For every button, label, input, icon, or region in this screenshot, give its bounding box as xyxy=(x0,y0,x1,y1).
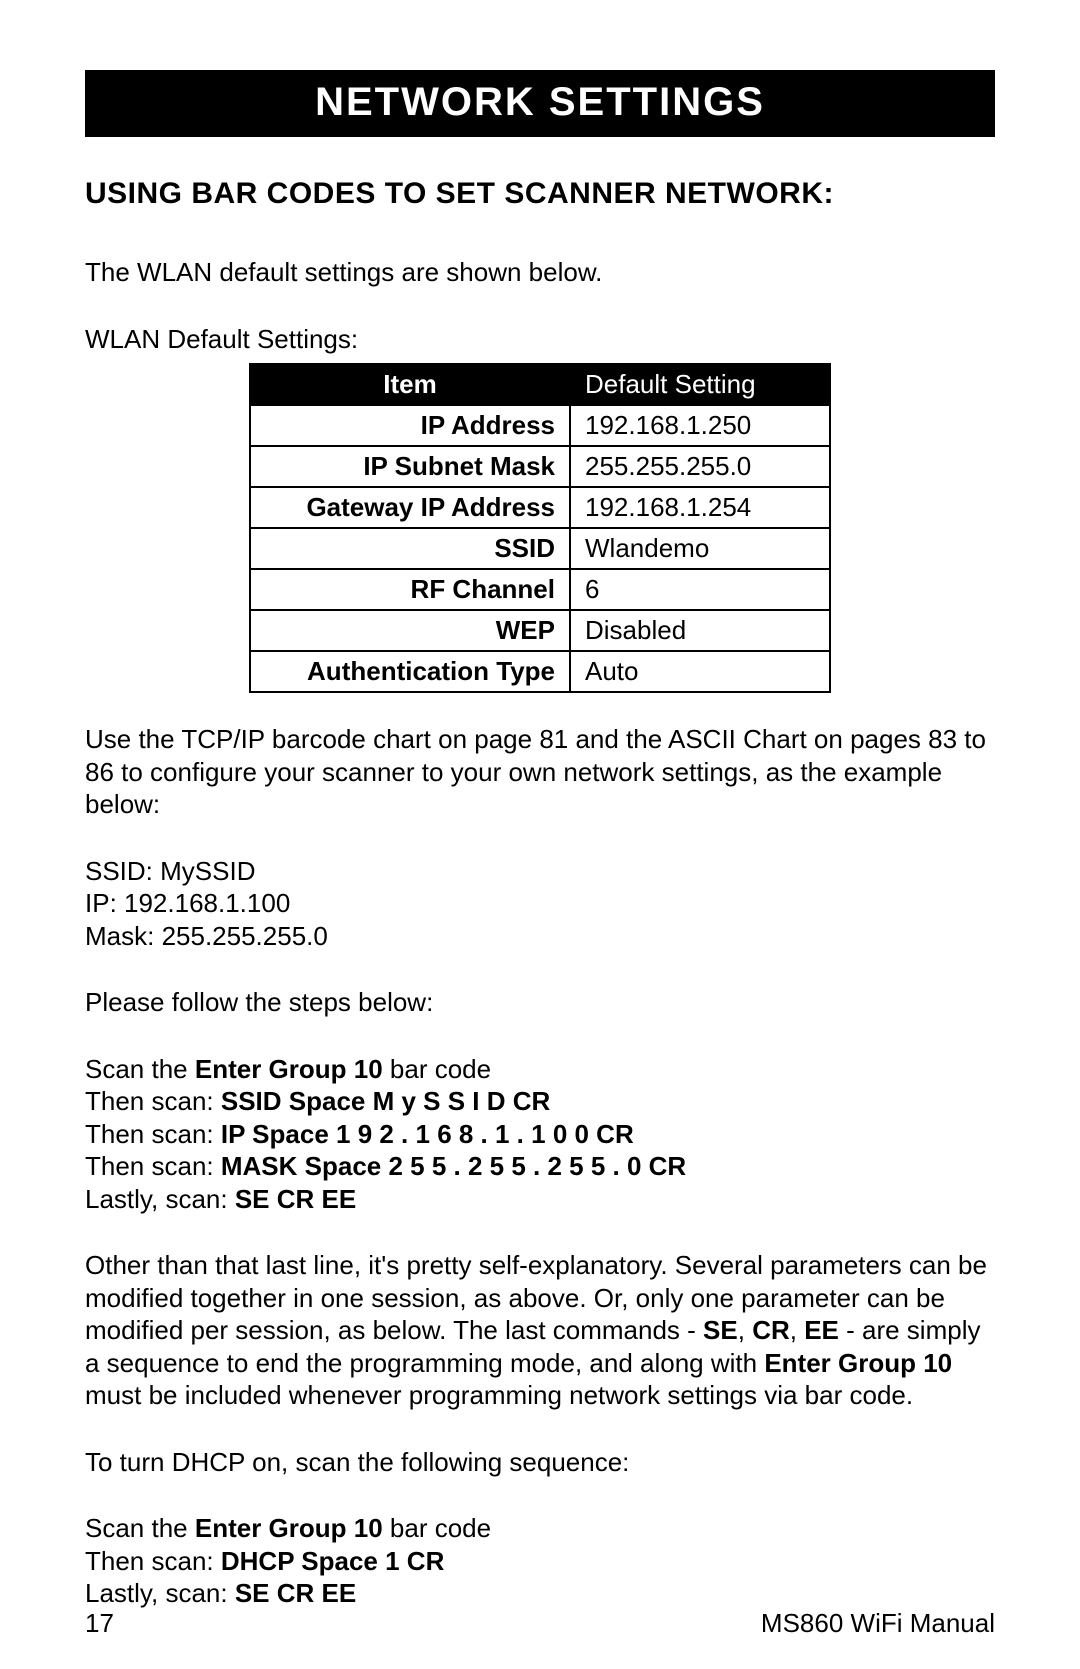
other-than-para: Other than that last line, it's pretty s… xyxy=(85,1249,995,1412)
step-text: Then scan: xyxy=(85,1546,221,1576)
step-text: Lastly, scan: xyxy=(85,1184,235,1214)
intro-para-2: WLAN Default Settings: xyxy=(85,323,995,356)
default-settings-table: Item Default Setting IP Address192.168.1… xyxy=(249,363,831,693)
table-header-row: Item Default Setting xyxy=(250,364,830,405)
step-bold: Enter Group 10 xyxy=(195,1054,383,1084)
page-footer: 17 MS860 WiFi Manual xyxy=(85,1608,995,1639)
step-bold: Enter Group 10 xyxy=(195,1513,383,1543)
step-text: Scan the xyxy=(85,1054,195,1084)
step-line: Scan the Enter Group 10 bar code xyxy=(85,1053,995,1086)
step-line: Lastly, scan: SE CR EE xyxy=(85,1183,995,1216)
step-text: Lastly, scan: xyxy=(85,1578,235,1608)
example-mask: Mask: 255.255.255.0 xyxy=(85,920,995,953)
row-val: 255.255.255.0 xyxy=(570,446,830,487)
step-text: Then scan: xyxy=(85,1086,221,1116)
header-default: Default Setting xyxy=(570,364,830,405)
step-text: Then scan: xyxy=(85,1151,221,1181)
intro-para-1: The WLAN default settings are shown belo… xyxy=(85,256,995,289)
step-line: Then scan: MASK Space 2 5 5 . 2 5 5 . 2 … xyxy=(85,1150,995,1183)
row-key: IP Subnet Mask xyxy=(250,446,570,487)
row-val: 192.168.1.254 xyxy=(570,487,830,528)
row-val: 192.168.1.250 xyxy=(570,405,830,446)
table-row: IP Subnet Mask255.255.255.0 xyxy=(250,446,830,487)
row-val: Disabled xyxy=(570,610,830,651)
step-bold: MASK Space 2 5 5 . 2 5 5 . 2 5 5 . 0 CR xyxy=(221,1151,686,1181)
footer-page-number: 17 xyxy=(85,1608,114,1639)
para-text: , xyxy=(790,1315,804,1345)
table-row: WEPDisabled xyxy=(250,610,830,651)
step-bold: IP Space 1 9 2 . 1 6 8 . 1 . 1 0 0 CR xyxy=(221,1119,634,1149)
step-line: Then scan: SSID Space M y S S I D CR xyxy=(85,1085,995,1118)
step-text: bar code xyxy=(383,1513,491,1543)
table-row: IP Address192.168.1.250 xyxy=(250,405,830,446)
step-text: Scan the xyxy=(85,1513,195,1543)
dhcp-intro: To turn DHCP on, scan the following sequ… xyxy=(85,1446,995,1479)
step-line: Lastly, scan: SE CR EE xyxy=(85,1577,995,1610)
row-key: WEP xyxy=(250,610,570,651)
row-key: Gateway IP Address xyxy=(250,487,570,528)
step-text: Then scan: xyxy=(85,1119,221,1149)
row-key: Authentication Type xyxy=(250,651,570,692)
step-line: Then scan: DHCP Space 1 CR xyxy=(85,1545,995,1578)
row-key: RF Channel xyxy=(250,569,570,610)
dhcp-steps-block: Scan the Enter Group 10 bar code Then sc… xyxy=(85,1512,995,1610)
para-bold: SE xyxy=(703,1315,738,1345)
row-val: Wlandemo xyxy=(570,528,830,569)
table-row: RF Channel6 xyxy=(250,569,830,610)
row-key: IP Address xyxy=(250,405,570,446)
row-val: 6 xyxy=(570,569,830,610)
step-text: bar code xyxy=(383,1054,491,1084)
header-item: Item xyxy=(250,364,570,405)
page-banner: NETWORK SETTINGS xyxy=(85,70,995,137)
step-bold: SE CR EE xyxy=(235,1184,356,1214)
please-follow: Please follow the steps below: xyxy=(85,986,995,1019)
step-line: Scan the Enter Group 10 bar code xyxy=(85,1512,995,1545)
steps-block: Scan the Enter Group 10 bar code Then sc… xyxy=(85,1053,995,1216)
step-bold: DHCP Space 1 CR xyxy=(221,1546,445,1576)
para-bold: Enter Group 10 xyxy=(764,1348,952,1378)
para-text: must be included whenever programming ne… xyxy=(85,1380,913,1410)
footer-doc-title: MS860 WiFi Manual xyxy=(761,1608,995,1639)
row-val: Auto xyxy=(570,651,830,692)
example-ssid: SSID: MySSID xyxy=(85,855,995,888)
row-key: SSID xyxy=(250,528,570,569)
table-row: Authentication TypeAuto xyxy=(250,651,830,692)
para-text: , xyxy=(738,1315,752,1345)
step-line: Then scan: IP Space 1 9 2 . 1 6 8 . 1 . … xyxy=(85,1118,995,1151)
step-bold: SE CR EE xyxy=(235,1578,356,1608)
use-chart-para: Use the TCP/IP barcode chart on page 81 … xyxy=(85,723,995,821)
table-row: Gateway IP Address192.168.1.254 xyxy=(250,487,830,528)
para-bold: EE xyxy=(804,1315,839,1345)
step-bold: SSID Space M y S S I D CR xyxy=(221,1086,550,1116)
section-heading: USING BAR CODES TO SET SCANNER NETWORK: xyxy=(85,177,995,211)
para-bold: CR xyxy=(752,1315,790,1345)
table-row: SSIDWlandemo xyxy=(250,528,830,569)
example-ip: IP: 192.168.1.100 xyxy=(85,887,995,920)
example-block: SSID: MySSID IP: 192.168.1.100 Mask: 255… xyxy=(85,855,995,953)
